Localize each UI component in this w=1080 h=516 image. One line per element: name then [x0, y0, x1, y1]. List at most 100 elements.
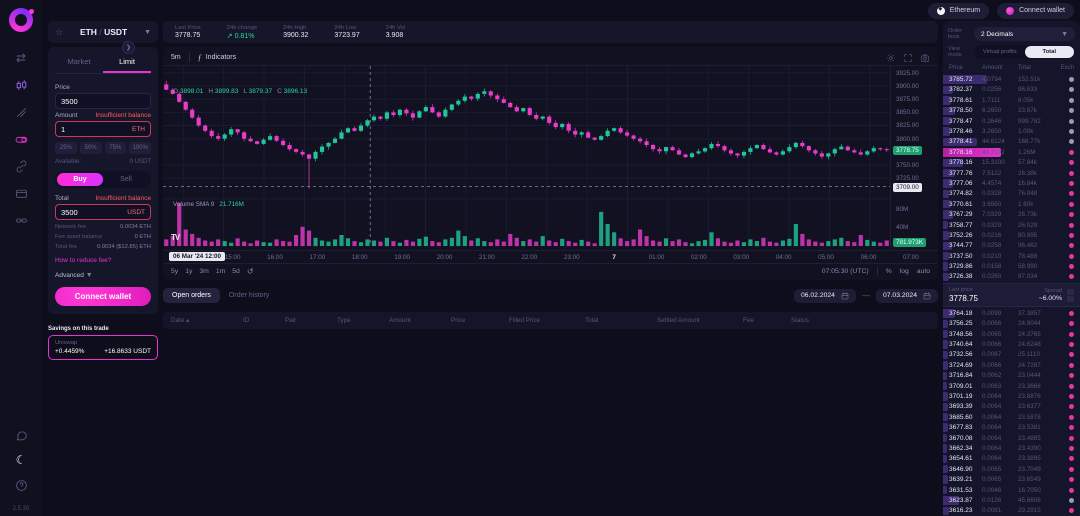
orderbook-row[interactable]: 3701.19 0.0064 23.6876 — [943, 391, 1080, 401]
percent-button[interactable]: 25% — [55, 142, 77, 155]
orderbook-row[interactable]: 3646.90 0.0065 23.7049 — [943, 464, 1080, 474]
orderbook-row[interactable]: 3767.29 7.0329 26.73k — [943, 209, 1080, 219]
orderbook-row[interactable]: 3623.87 0.0126 45.6608 — [943, 495, 1080, 505]
orderbook-row[interactable]: 3748.56 0.0065 24.3765 — [943, 329, 1080, 339]
orderbook-row[interactable]: 3616.23 0.0081 29.2915 — [943, 506, 1080, 516]
percent-button[interactable]: 100% — [129, 142, 151, 155]
percent-button[interactable]: 50% — [79, 142, 102, 155]
timeframe-button[interactable]: 5m — [171, 54, 181, 62]
orderbook-view-asks-button[interactable] — [1067, 288, 1074, 295]
orderbook-row[interactable]: 3756.25 0.0066 24.9044 — [943, 319, 1080, 329]
orderbook-row[interactable]: 3631.53 0.0046 16.7050 — [943, 485, 1080, 495]
orderbook-row[interactable]: 3774.82 0.0328 76.048 — [943, 189, 1080, 199]
decimals-select[interactable]: 2 Decimals ▼ — [974, 27, 1075, 42]
orderbook-row[interactable]: 3782.37 0.0256 96.633 — [943, 85, 1080, 95]
orderbook-row[interactable]: 3778.16 15.3100 57.84k — [943, 158, 1080, 168]
view-mode-virtual-profits[interactable]: Virtual profits — [982, 49, 1017, 56]
chart-plot[interactable]: 3925.00 3900.00 3875.00 3850.00 3825.00 3800.… — [163, 66, 938, 251]
tab-order-history[interactable]: Order history — [228, 292, 270, 300]
orderbook-row[interactable]: 3785.72 4.0794 152.51k — [943, 74, 1080, 84]
range-button[interactable]: 5y — [171, 267, 179, 275]
tab-open-orders[interactable]: Open orders — [163, 288, 220, 304]
chain-icon[interactable] — [13, 212, 29, 228]
orderbook-row[interactable]: 3778.50 6.2650 23.67k — [943, 106, 1080, 116]
connect-wallet-button[interactable]: Connect wallet — [55, 287, 151, 307]
orders-column-header[interactable]: Date ▴ — [171, 317, 190, 325]
chat-icon[interactable] — [13, 427, 29, 443]
range-button[interactable]: 5d — [232, 267, 240, 275]
network-selector[interactable]: Ethereum — [927, 2, 990, 19]
connect-wallet-pill[interactable]: Connect wallet — [997, 2, 1074, 19]
orderbook-row[interactable]: 3724.69 0.0066 24.7287 — [943, 360, 1080, 370]
app-logo-icon[interactable] — [9, 8, 34, 32]
total-input[interactable]: 3500 USDT — [55, 204, 151, 221]
orderbook-row[interactable]: 3778.47 0.2646 999.782 — [943, 116, 1080, 126]
fullscreen-icon[interactable] — [903, 53, 913, 63]
swap-icon[interactable]: ⇄ — [15, 51, 27, 65]
orderbook-row[interactable]: 3764.18 0.0099 37.3857 — [943, 308, 1080, 318]
orderbook-row[interactable]: 3744.77 0.0258 96.462 — [943, 241, 1080, 251]
orderbook-row[interactable]: 3778.61 1.7111 8.05k — [943, 95, 1080, 105]
orderbook-row[interactable]: 3677.83 0.0064 23.5381 — [943, 422, 1080, 432]
percent-button[interactable]: 75% — [104, 142, 127, 155]
orderbook-row[interactable]: 3726.38 0.0260 97.034 — [943, 272, 1080, 282]
log-scale-button[interactable]: log — [899, 267, 909, 275]
draw-icon[interactable] — [13, 104, 29, 120]
orderbook-row[interactable]: 3709.01 0.0063 23.3668 — [943, 381, 1080, 391]
chart-settings-gear-icon[interactable] — [886, 53, 896, 63]
orderbook-view-bids-button[interactable] — [1067, 295, 1074, 302]
orderbook-row[interactable]: 3752.26 0.0216 80.995 — [943, 230, 1080, 240]
orderbook-row[interactable]: 3777.06 4.4574 16.84k — [943, 178, 1080, 188]
range-button[interactable]: 1m — [215, 267, 226, 275]
orderbook-row[interactable]: 3639.21 0.0065 23.6549 — [943, 474, 1080, 484]
price-input[interactable]: 3500 — [55, 93, 151, 110]
orderbook-row[interactable]: 3685.60 0.0064 23.5878 — [943, 412, 1080, 422]
orderbook-row[interactable]: 3693.39 0.0064 23.6377 — [943, 402, 1080, 412]
time-axis[interactable]: 06 Mar '24 12:00 14:0015:0016:0017:0018:… — [163, 250, 938, 263]
auto-scale-button[interactable]: auto — [916, 267, 930, 275]
tab-market[interactable]: Market — [67, 57, 91, 67]
pair-selector[interactable]: ☆ ETH / USDT ▼ — [48, 21, 158, 44]
indicators-button[interactable]: ƒ Indicators — [197, 53, 237, 63]
sell-button[interactable]: Sell — [120, 176, 132, 184]
orderbook-row[interactable]: 3670.08 0.0064 23.4885 — [943, 433, 1080, 443]
orderbook-row[interactable]: 3778.16 43.7102 1.26M — [943, 147, 1080, 157]
percent-scale-button[interactable]: % — [885, 267, 892, 275]
date-to-picker[interactable]: 07.03.2024 — [875, 288, 938, 303]
orderbook-row[interactable]: 3778.41 44.6124 168.77k — [943, 137, 1080, 147]
collapse-panel-button[interactable]: ❯ — [122, 41, 135, 55]
orderbook-row[interactable]: 3758.77 0.0329 26.029 — [943, 220, 1080, 230]
amount-input[interactable]: 1 ETH — [55, 121, 151, 138]
liquidity-pill-icon[interactable] — [13, 131, 29, 147]
buy-button[interactable]: Buy — [57, 173, 103, 187]
date-from-picker[interactable]: 06.02.2024 — [793, 288, 856, 303]
wallet-card-icon[interactable] — [13, 185, 29, 201]
view-mode-total[interactable]: Total — [1024, 46, 1074, 59]
orderbook-row[interactable]: 3662.34 0.0064 23.4390 — [943, 443, 1080, 453]
orderbook-row[interactable]: 3654.61 0.0064 23.3895 — [943, 454, 1080, 464]
range-button[interactable]: 1y — [185, 267, 193, 275]
orderbook-row[interactable]: 3716.84 0.0062 23.0444 — [943, 371, 1080, 381]
reduce-fee-link[interactable]: How to reduce fee? — [55, 257, 112, 265]
orderbook-row[interactable]: 3777.76 7.5122 28.38k — [943, 168, 1080, 178]
snapshot-camera-icon[interactable] — [920, 53, 930, 63]
advanced-toggle[interactable]: Advanced ▼ — [55, 272, 93, 280]
orderbook-row[interactable]: 3778.46 3.2650 1.00k — [943, 126, 1080, 136]
orderbook-row[interactable]: 3740.64 0.0066 24.6248 — [943, 339, 1080, 349]
orderbook-row[interactable]: 3732.56 0.0067 25.1110 — [943, 350, 1080, 360]
tab-limit[interactable]: Limit — [103, 53, 151, 74]
candlestick-chart-icon[interactable] — [13, 77, 29, 93]
price-axis[interactable]: 3925.00 3900.00 3875.00 3850.00 3825.00 3800.… — [890, 66, 938, 251]
orderbook-row[interactable]: 3770.61 3.6560 1.60k — [943, 199, 1080, 209]
candlestick-chart[interactable] — [163, 66, 890, 250]
favorite-star-icon[interactable]: ☆ — [55, 26, 64, 37]
orderbook-row[interactable]: 3737.50 0.0210 78.488 — [943, 251, 1080, 261]
reset-zoom-icon[interactable]: ↺ — [246, 266, 254, 276]
depth-bar — [943, 262, 948, 271]
range-button[interactable]: 3m — [199, 267, 209, 275]
orderbook-row[interactable]: 3729.86 0.0158 58.990 — [943, 261, 1080, 271]
moon-icon[interactable]: ☾ — [15, 453, 27, 467]
help-icon[interactable] — [13, 477, 29, 493]
orders-column-header: Pair — [285, 317, 297, 325]
link-icon[interactable] — [13, 158, 29, 174]
